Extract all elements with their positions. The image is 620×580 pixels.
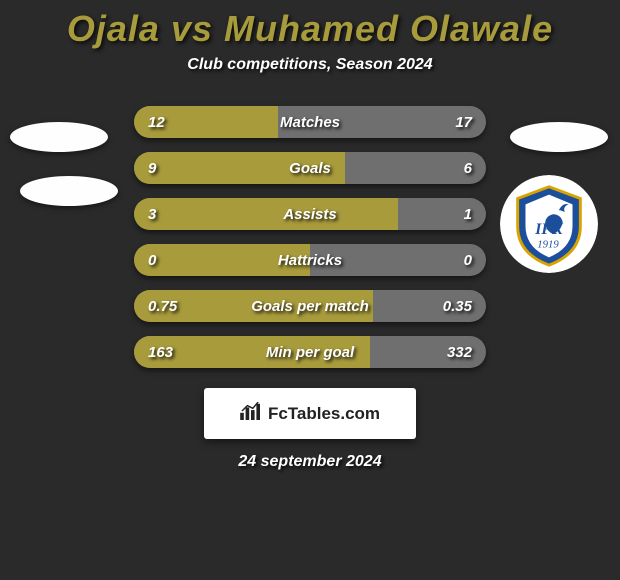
brand-text: FcTables.com xyxy=(268,404,380,424)
stat-row: 0.75 Goals per match 0.35 xyxy=(134,290,486,322)
avatar-placeholder xyxy=(20,176,118,206)
stat-label: Assists xyxy=(283,206,336,223)
comparison-card: Ojala vs Muhamed Olawale Club competitio… xyxy=(0,0,620,580)
stat-row: 9 Goals 6 xyxy=(134,152,486,184)
stat-left-value: 3 xyxy=(148,206,156,223)
stat-row: 3 Assists 1 xyxy=(134,198,486,230)
stat-right-value: 1 xyxy=(464,206,472,223)
stat-left-value: 12 xyxy=(148,114,165,131)
page-title: Ojala vs Muhamed Olawale xyxy=(67,8,553,50)
subtitle: Club competitions, Season 2024 xyxy=(187,56,432,74)
svg-text:1919: 1919 xyxy=(537,239,559,251)
chart-icon xyxy=(240,402,262,425)
avatar-placeholder xyxy=(10,122,108,152)
stat-label: Goals per match xyxy=(251,298,369,315)
stat-right-value: 17 xyxy=(455,114,472,131)
stat-label: Min per goal xyxy=(266,344,354,361)
stat-right-value: 6 xyxy=(464,160,472,177)
stat-row: 12 Matches 17 xyxy=(134,106,486,138)
stat-row: 0 Hattricks 0 xyxy=(134,244,486,276)
svg-text:IFK: IFK xyxy=(534,221,564,238)
stat-left-value: 9 xyxy=(148,160,156,177)
stat-label: Matches xyxy=(280,114,340,131)
stat-row: 163 Min per goal 332 xyxy=(134,336,486,368)
stat-right-value: 0 xyxy=(464,252,472,269)
avatar-placeholder xyxy=(510,122,608,152)
stat-right-value: 0.35 xyxy=(443,298,472,315)
stat-label: Goals xyxy=(289,160,331,177)
brand-box[interactable]: FcTables.com xyxy=(204,388,416,439)
stat-right-value: 332 xyxy=(447,344,472,361)
stat-left-value: 0.75 xyxy=(148,298,177,315)
stat-left-fill xyxy=(134,198,398,230)
stats-container: 12 Matches 17 9 Goals 6 3 Assists 1 0 Hattricks 0 0.… xyxy=(134,106,486,368)
club-crest: IFK 1919 xyxy=(500,175,598,273)
stat-left-value: 0 xyxy=(148,252,156,269)
date-text: 24 september 2024 xyxy=(238,453,381,471)
stat-label: Hattricks xyxy=(278,252,342,269)
stat-left-value: 163 xyxy=(148,344,173,361)
